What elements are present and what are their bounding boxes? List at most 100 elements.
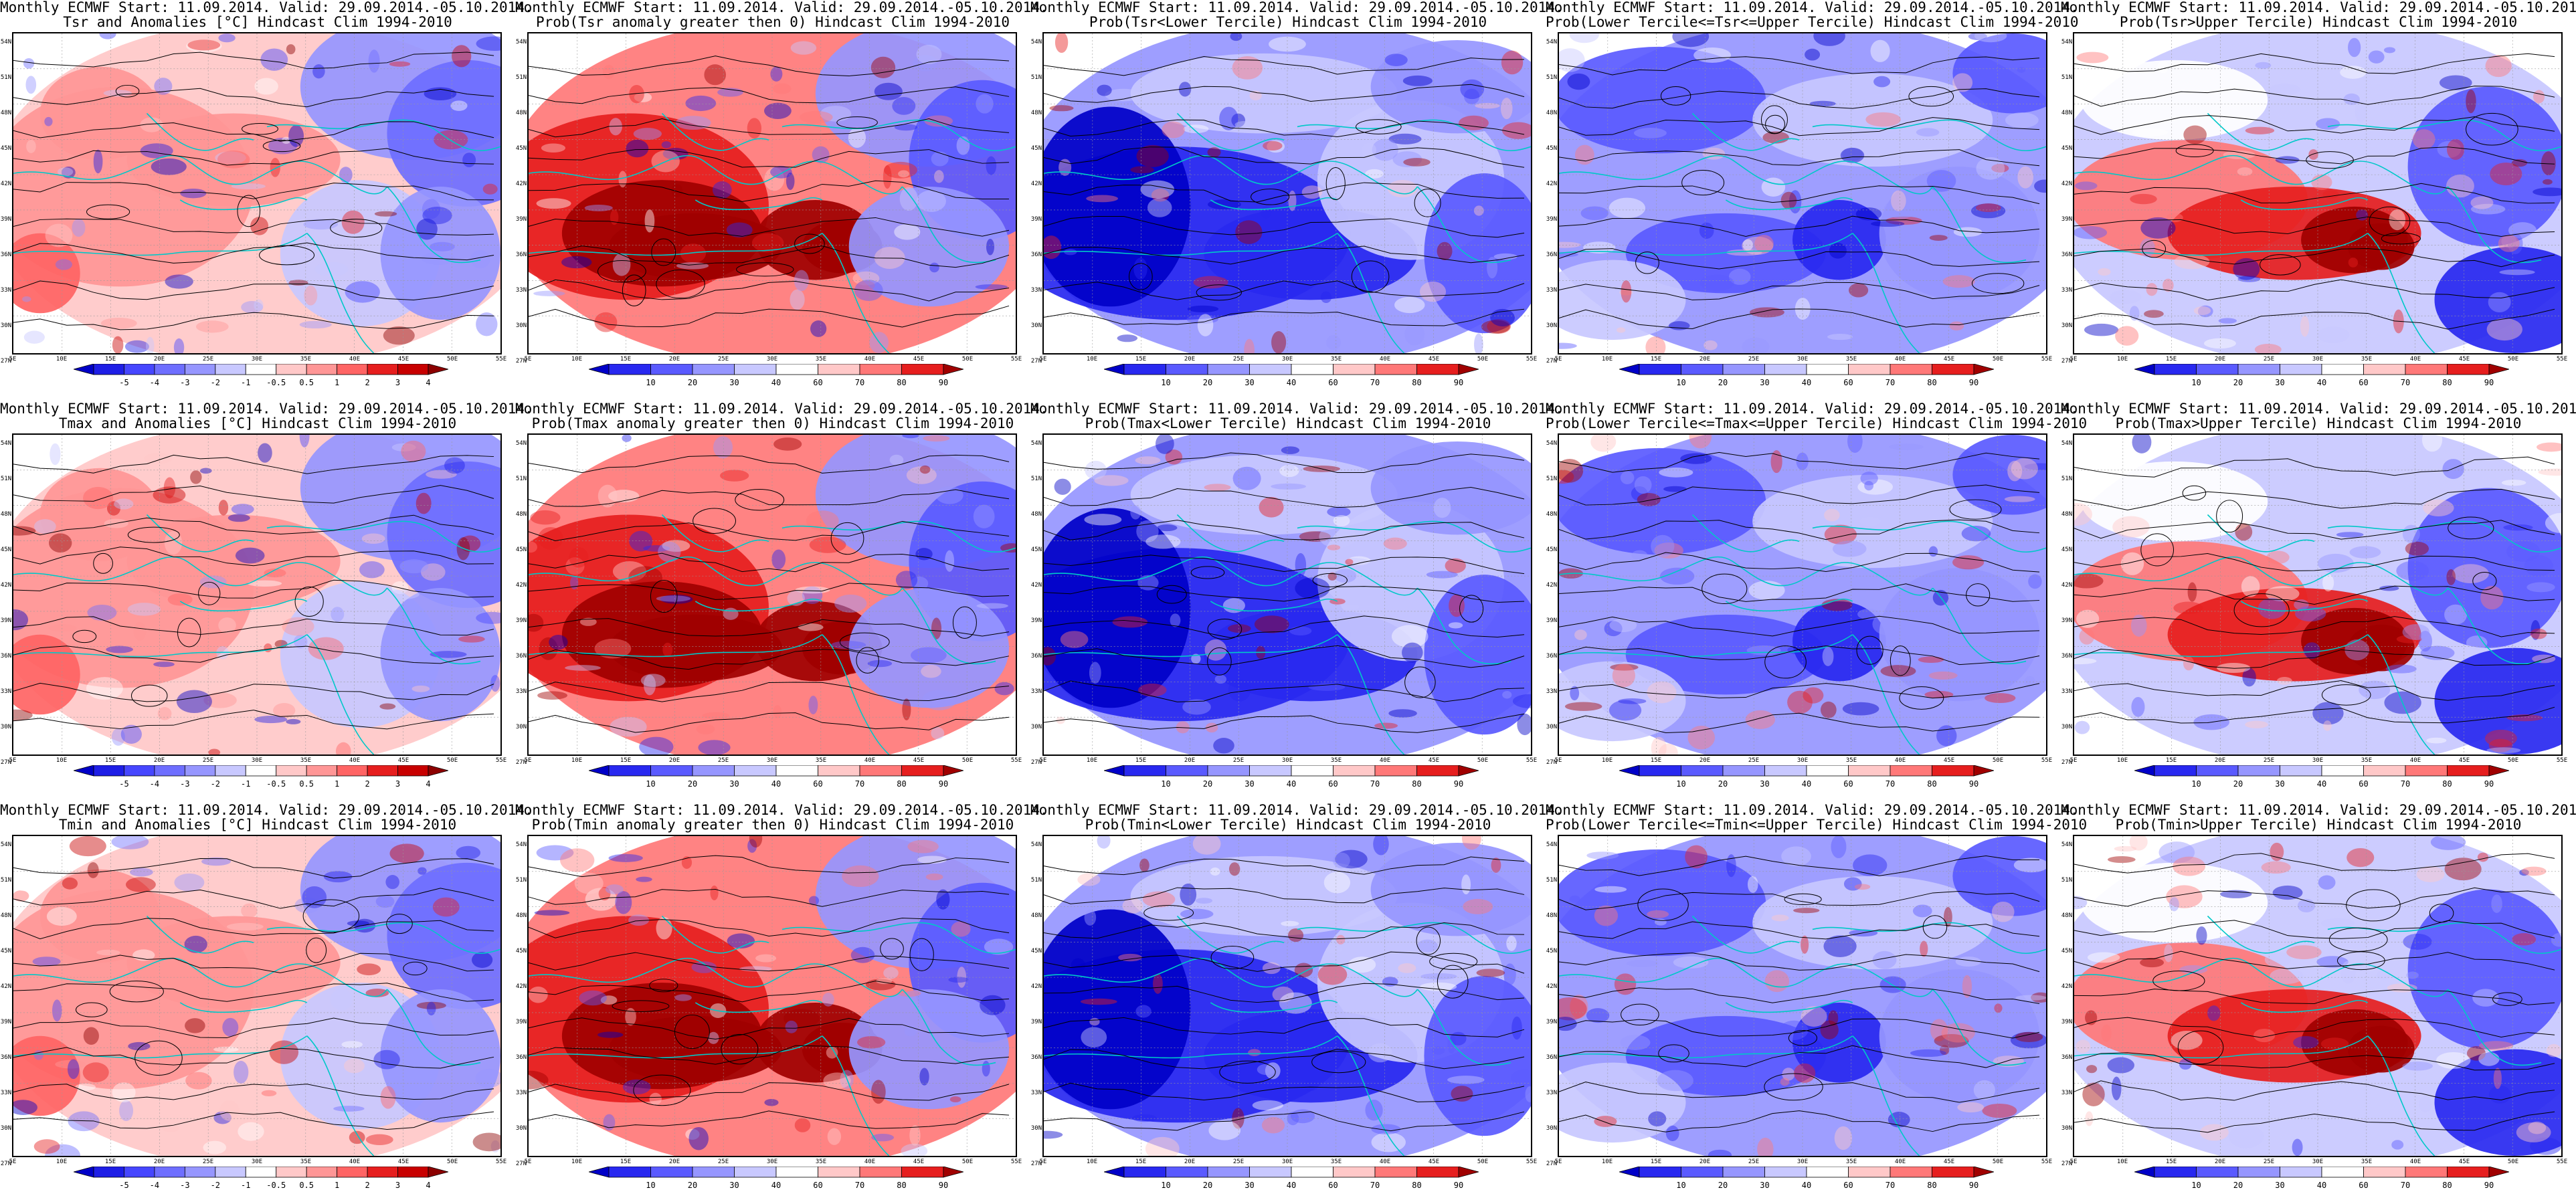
colorbar-tick-label: 40 (1287, 1181, 1296, 1190)
latitude-label: 54N (1546, 841, 1558, 848)
colorbar-segment (1166, 364, 1208, 375)
longitude-label: 50E (1992, 757, 2004, 764)
colorbar-segment (775, 364, 818, 375)
colorbar-tick-label: 40 (771, 779, 781, 789)
longitude-label: 40E (1379, 1159, 1391, 1165)
map-panel: Monthly ECMWF Start: 11.09.2014. Valid: … (1030, 0, 1564, 401)
latitude-label: 36N (515, 252, 527, 258)
colorbar-tick-label: -1 (241, 378, 250, 387)
colorbar-tick-label: 80 (1412, 779, 1421, 789)
latitude-label: 30N (515, 322, 527, 329)
colorbar: 10 20 30 40 60 70 80 90 (1619, 364, 1994, 387)
latitude-label: 48N (515, 110, 527, 116)
latitude-label: 42N (1030, 582, 1042, 589)
colorbar-segment (2405, 765, 2448, 777)
map-area (527, 433, 1017, 756)
colorbar-segment (1806, 1167, 1849, 1178)
colorbar-tick-label: 80 (2442, 378, 2452, 387)
longitude-label: 10E (1601, 356, 1613, 363)
latitude-label: 48N (515, 511, 527, 518)
colorbar-tick-label: 60 (1843, 779, 1853, 789)
latitude-label: 30N (515, 1125, 527, 1132)
panel-title-line-1: Monthly ECMWF Start: 11.09.2014. Valid: … (0, 401, 533, 417)
colorbar-tick-label: 90 (1454, 779, 1463, 789)
latitude-label: 33N (515, 688, 527, 695)
latitude-label: 36N (1546, 1054, 1558, 1061)
colorbar-segment (337, 765, 368, 777)
colorbar-tick-label: 20 (1203, 1181, 1212, 1190)
latitude-label: 42N (0, 582, 12, 589)
longitude-label: 20E (668, 757, 680, 764)
latitude-label: 39N (0, 216, 12, 223)
colorbar: -5-4-3-2-1-0.50.512345 (74, 1167, 448, 1190)
colorbar-tick-label: 70 (855, 378, 864, 387)
longitude-label: 45E (1943, 1159, 1955, 1165)
colorbar-segment (775, 1167, 818, 1178)
latitude-label: 27N (515, 759, 527, 766)
longitude-label: 10E (2116, 356, 2128, 363)
map-area (1042, 32, 1532, 355)
colorbar-legend: 10 20 30 40 60 70 80 90 (589, 765, 963, 792)
colorbar-segment (2237, 1167, 2280, 1178)
longitude-label: 45E (2458, 757, 2470, 764)
latitude-label: 42N (1030, 983, 1042, 990)
latitude-label: 54N (1030, 841, 1042, 848)
latitude-label: 45N (2061, 145, 2073, 152)
colorbar-segment (2280, 1167, 2322, 1178)
latitude-label: 42N (515, 181, 527, 187)
colorbar-tick-label: 20 (1203, 378, 1212, 387)
longitude-label: 25E (202, 757, 214, 764)
colorbar-tick-label: 40 (1287, 779, 1296, 789)
colorbar-tick-label: 30 (729, 1181, 739, 1190)
longitude-label: 30E (2312, 1159, 2324, 1165)
latitude-label: 48N (1546, 511, 1558, 518)
longitude-label: 55E (2041, 757, 2053, 764)
colorbar-segment (1249, 1167, 1292, 1178)
longitude-label: 40E (1894, 1159, 1906, 1165)
longitude-label: 30E (1281, 356, 1293, 363)
longitude-label: 10E (56, 356, 68, 363)
colorbar-segment (154, 364, 185, 375)
colorbar-segment (1249, 765, 1292, 777)
longitude-label: 30E (251, 356, 263, 363)
colorbar-arrow-high (2488, 765, 2509, 777)
colorbar-segment (734, 364, 777, 375)
longitude-label: 35E (1330, 757, 1342, 764)
colorbar: 10 20 30 40 60 70 80 90 (2134, 765, 2509, 789)
longitude-label: 50E (446, 356, 458, 363)
latitude-label: 36N (2061, 653, 2073, 660)
colorbar-segment (1932, 1167, 1974, 1178)
colorbar-segment (2405, 1167, 2448, 1178)
latitude-label: 51N (2061, 74, 2073, 81)
colorbar-segment (124, 1167, 155, 1178)
longitude-label: 10E (56, 1159, 68, 1165)
latitude-label: 30N (0, 322, 12, 329)
latitude-label: 54N (1030, 440, 1042, 447)
colorbar-tick-label: 40 (1802, 779, 1811, 789)
latitude-label: 27N (2061, 759, 2073, 766)
latitude-label: 42N (2061, 983, 2073, 990)
colorbar-segment (1848, 364, 1891, 375)
longitude-label: 20E (1699, 757, 1711, 764)
latitude-label: 51N (1546, 74, 1558, 81)
latitude-label: 33N (1030, 1090, 1042, 1096)
latitude-label: 45N (0, 145, 12, 152)
latitude-label: 33N (2061, 1090, 2073, 1096)
colorbar-segment (2154, 364, 2197, 375)
colorbar-arrow-low (2134, 765, 2155, 777)
latitude-label: 42N (2061, 181, 2073, 187)
colorbar-segment (184, 765, 216, 777)
colorbar-tick-label: 40 (2317, 378, 2326, 387)
latitude-label: 51N (0, 476, 12, 482)
colorbar-segment (1416, 1167, 1459, 1178)
latitude-label: 33N (0, 688, 12, 695)
colorbar-arrow-low (74, 765, 94, 777)
colorbar-tick-label: 10 (2191, 1181, 2201, 1190)
colorbar-segment (2196, 765, 2239, 777)
longitude-label: 20E (153, 757, 165, 764)
longitude-label: 40E (1379, 757, 1391, 764)
colorbar-tick-label: 3 (395, 378, 400, 387)
longitude-label: 50E (2507, 757, 2519, 764)
colorbar-tick-label: 70 (2401, 1181, 2410, 1190)
latitude-label: 45N (1546, 145, 1558, 152)
